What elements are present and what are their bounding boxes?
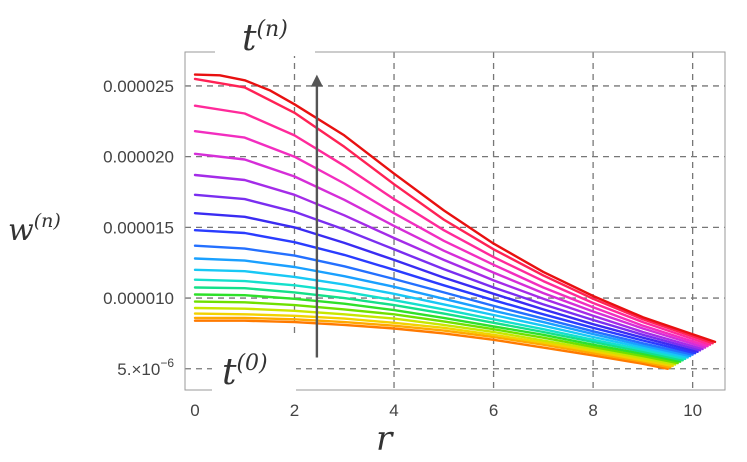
series-line-4 — [193, 300, 679, 365]
series-line-1 — [193, 316, 672, 369]
y-axis-title: w(n) — [8, 210, 61, 248]
series-line-19 — [193, 73, 717, 344]
x-tick-labels: 0 2 4 6 8 10 — [190, 401, 702, 420]
y-tick-label-2: 0.000015 — [103, 218, 174, 237]
series-line-6 — [193, 286, 684, 362]
series-line-7 — [193, 278, 687, 361]
y-tick-labels: 5.×10−6 0.000010 0.000015 0.000020 0.000025 — [103, 77, 174, 379]
series-lines — [193, 73, 717, 370]
y-tick-label-0: 5.×10−6 — [117, 356, 174, 379]
series-line-9 — [193, 257, 692, 358]
series-line-3 — [193, 306, 677, 366]
series-line-0 — [193, 319, 669, 370]
y-tick-label-4: 0.000025 — [103, 77, 174, 96]
series-line-16 — [193, 129, 709, 348]
x-tick-label-0: 0 — [190, 401, 199, 420]
series-line-2 — [193, 312, 674, 368]
series-line-18 — [193, 77, 714, 345]
series-line-8 — [193, 268, 689, 359]
series-line-11 — [193, 228, 697, 355]
series-line-10 — [193, 244, 694, 356]
y-tick-label-1: 0.000010 — [103, 289, 174, 308]
series-line-12 — [193, 211, 699, 353]
x-tick-label-3: 6 — [489, 401, 498, 420]
y-tick-label-3: 0.000020 — [103, 148, 174, 167]
plot-frame — [184, 51, 726, 391]
annotation-t-n: t(n) — [242, 17, 288, 59]
series-line-14 — [193, 173, 704, 351]
x-tick-label-1: 2 — [290, 401, 299, 420]
series-line-13 — [193, 193, 702, 352]
x-axis-title: r — [376, 419, 394, 459]
label-mask-top — [215, 0, 315, 56]
series-line-17 — [193, 104, 712, 346]
arrow-head — [310, 74, 323, 87]
x-tick-label-5: 10 — [683, 401, 702, 420]
series-line-5 — [193, 293, 682, 363]
series-line-15 — [193, 152, 707, 349]
x-tick-label-4: 8 — [588, 401, 597, 420]
trend-arrow — [310, 74, 323, 358]
label-mask-bottom — [212, 337, 296, 403]
annotation-t-0: t(0) — [222, 351, 268, 393]
x-tick-label-2: 4 — [389, 401, 398, 420]
